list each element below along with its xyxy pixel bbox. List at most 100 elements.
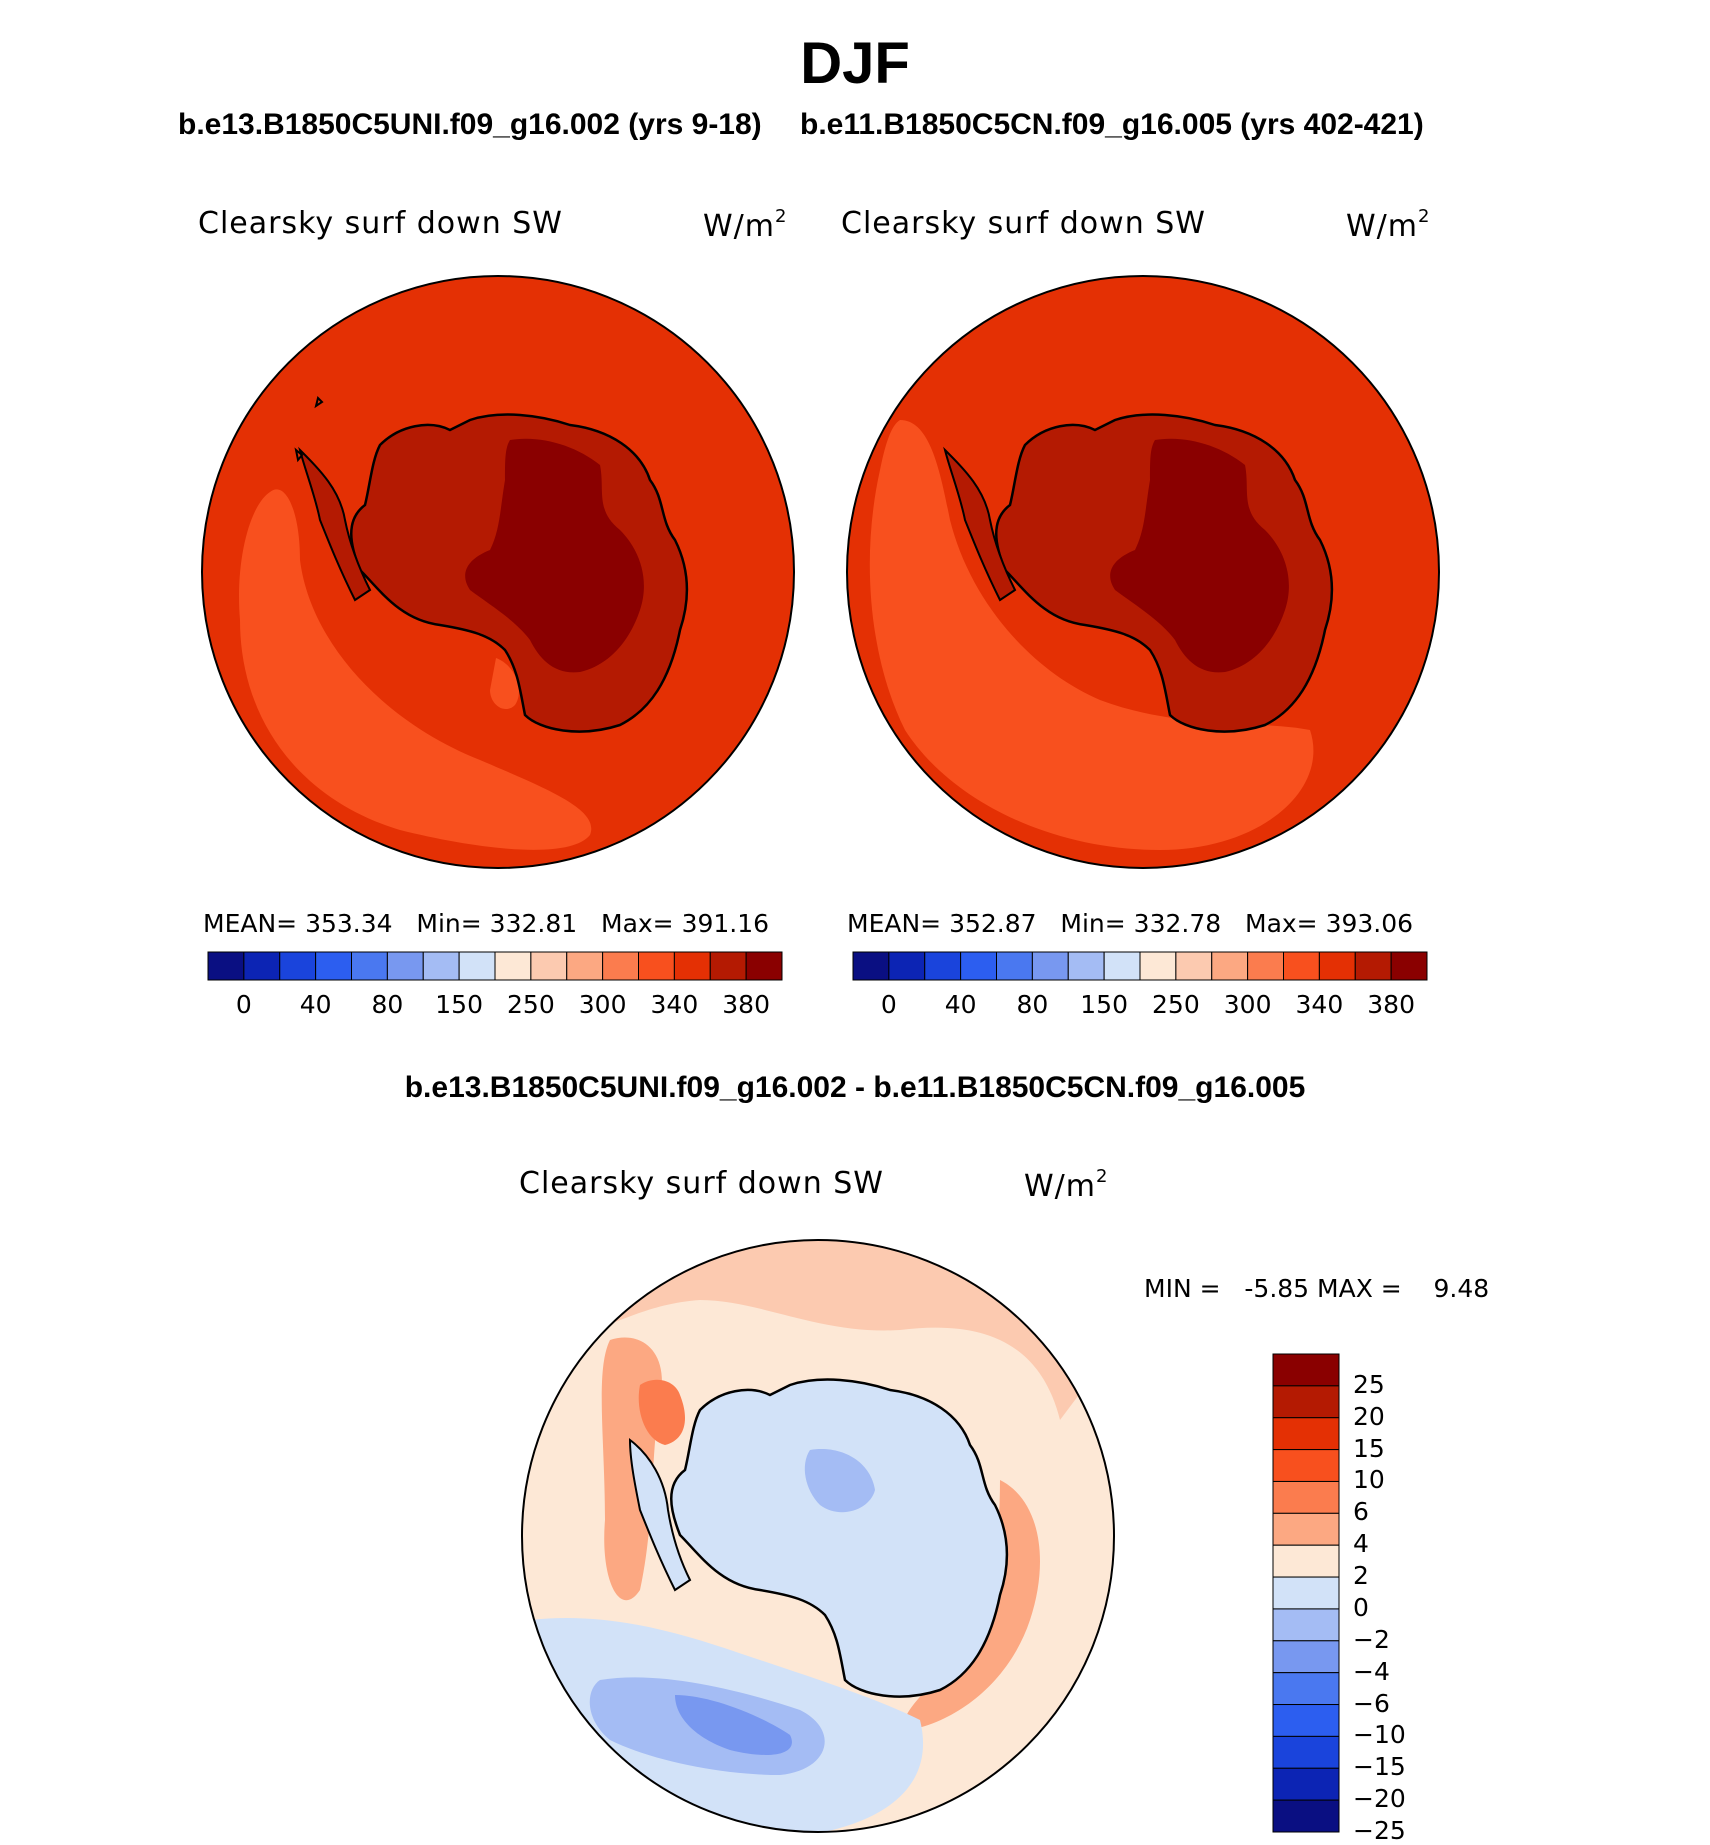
diff-colorbar-swatch bbox=[1272, 1767, 1340, 1801]
diff-colorbar-tick-label: 0 bbox=[1353, 1592, 1369, 1622]
diff-minmax: MIN = -5.85 MAX = 9.48 bbox=[1144, 1274, 1489, 1303]
diff-max-label: MAX = bbox=[1317, 1274, 1402, 1303]
panel-1-colorbar-swatch bbox=[673, 951, 711, 981]
panel-1-colorbar-tick-label: 340 bbox=[650, 990, 699, 1019]
panel-1-units-base: W/m bbox=[703, 209, 775, 244]
diff-colorbar-swatch bbox=[1272, 1735, 1340, 1769]
panel-1-colorbar-swatch bbox=[243, 951, 281, 981]
diff-colorbar-tick-label: 25 bbox=[1353, 1369, 1385, 1399]
panel-1-variable-label: Clearsky surf down SW bbox=[198, 206, 563, 241]
panel-1-colorbar-tick-label: 0 bbox=[235, 990, 252, 1019]
diff-colorbar-tick-label: 15 bbox=[1353, 1433, 1385, 1463]
panel-2-stats: MEAN= 352.87 Min= 332.78 Max= 393.06 bbox=[847, 909, 1413, 938]
diff-hotspot bbox=[638, 1379, 685, 1445]
panel-1-colorbar bbox=[207, 951, 783, 981]
diff-colorbar-tick-label: 2 bbox=[1353, 1561, 1369, 1591]
panel-1-map bbox=[202, 276, 794, 868]
panel-2-colorbar-tick-label: 80 bbox=[1016, 990, 1049, 1019]
panel-2-colorbar-swatch bbox=[1283, 951, 1320, 981]
panel-1-colorbar-tick-label: 300 bbox=[578, 990, 627, 1019]
diff-colorbar-swatch bbox=[1272, 1417, 1340, 1451]
panel-1-peninsula bbox=[298, 446, 372, 602]
diff-colorbar-tick-label: −2 bbox=[1353, 1624, 1390, 1654]
panel-1-colorbar-tick-label: 80 bbox=[371, 990, 404, 1019]
diff-colorbar bbox=[1272, 1353, 1340, 1833]
panel-1-plateau bbox=[465, 438, 644, 673]
panel-2-colorbar-swatch bbox=[1139, 951, 1177, 981]
diff-colorbar-swatch bbox=[1272, 1576, 1340, 1610]
panel-1-colorbar-swatch bbox=[745, 951, 783, 981]
panel-1-stats: MEAN= 353.34 Min= 332.81 Max= 391.16 bbox=[203, 909, 769, 938]
panel-1-colorbar-swatch bbox=[279, 951, 317, 981]
diff-title: b.e13.B1850C5UNI.f09_g16.002 - b.e11.B18… bbox=[404, 1071, 1306, 1104]
panel-2-colorbar-tick-label: 0 bbox=[880, 990, 897, 1019]
diff-units-base: W/m bbox=[1024, 1169, 1096, 1204]
panel-1-colorbar-tick-label: 40 bbox=[299, 990, 332, 1019]
panel-2-colorbar-swatch bbox=[1390, 951, 1428, 981]
panel-1-colorbar-tick-label: 250 bbox=[507, 990, 555, 1019]
panel-2-min-label: Min= bbox=[1060, 909, 1126, 938]
panel-1-units: W/m2 bbox=[703, 206, 787, 244]
panel-1-max: 391.16 bbox=[681, 909, 770, 938]
panel-2-band-light bbox=[869, 420, 1314, 850]
panel-2-colorbar-swatch bbox=[960, 951, 997, 981]
panel-1-colorbar-swatch bbox=[494, 951, 532, 981]
panel-2-max-label: Max= bbox=[1245, 909, 1318, 938]
panel-1-min: 332.81 bbox=[489, 909, 578, 938]
panel-1-mean-label: MEAN= bbox=[203, 909, 298, 938]
diff-band-north bbox=[545, 1240, 1093, 1420]
panel-2-colorbar-swatch bbox=[1318, 951, 1356, 981]
diff-colorbar-tick-label: 4 bbox=[1353, 1529, 1369, 1559]
panel-2-colorbar-swatch bbox=[996, 951, 1033, 981]
panel-2-colorbar-swatch bbox=[1354, 951, 1392, 981]
diff-colorbar-swatch bbox=[1272, 1385, 1340, 1419]
panel-2-colorbar-swatch bbox=[1067, 951, 1105, 981]
diff-max: 9.48 bbox=[1433, 1274, 1490, 1303]
panel-2-border bbox=[846, 275, 1440, 869]
panel-2-units-base: W/m bbox=[1346, 209, 1418, 244]
diff-cool-min bbox=[675, 1695, 792, 1755]
panel-2-colorbar-tick-label: 340 bbox=[1295, 990, 1344, 1019]
panel-1-colorbar-swatch bbox=[422, 951, 460, 981]
panel-2-colorbar bbox=[852, 951, 1428, 981]
panel-2-units-exp: 2 bbox=[1418, 206, 1431, 227]
diff-antarctica bbox=[670, 1378, 1009, 1698]
panel-2-colorbar-swatch bbox=[924, 951, 962, 981]
diff-min: -5.85 bbox=[1244, 1274, 1310, 1303]
diff-min-label: MIN = bbox=[1144, 1274, 1221, 1303]
diff-colorbar-swatch bbox=[1272, 1353, 1340, 1387]
diff-units: W/m2 bbox=[1024, 1166, 1108, 1204]
diff-antarctic-cool bbox=[804, 1449, 875, 1513]
panel-2-colorbar-tick-label: 250 bbox=[1152, 990, 1200, 1019]
panel-2-colorbar-tick-label: 300 bbox=[1223, 990, 1272, 1019]
panel-1-colorbar-swatch bbox=[638, 951, 675, 981]
panel-1-colorbar-swatch bbox=[207, 951, 245, 981]
diff-colorbar-tick-label: −15 bbox=[1353, 1752, 1406, 1782]
panel-2-colorbar-tick-label: 380 bbox=[1367, 990, 1415, 1019]
panel-2-colorbar-swatch bbox=[1247, 951, 1284, 981]
diff-colorbar-tick-label: −25 bbox=[1353, 1816, 1406, 1845]
panel-2-colorbar-tick-label: 40 bbox=[944, 990, 977, 1019]
panel-1-units-exp: 2 bbox=[775, 206, 788, 227]
panel-1-colorbar-swatch bbox=[602, 951, 639, 981]
panel-1-colorbar-swatch bbox=[709, 951, 747, 981]
diff-colorbar-tick-label: −6 bbox=[1353, 1688, 1390, 1718]
panel-1-colorbar-tick-label: 150 bbox=[435, 990, 483, 1019]
diff-colorbar-swatch bbox=[1272, 1512, 1340, 1546]
diff-colorbar-swatch bbox=[1272, 1449, 1340, 1482]
panel-1-patch-light bbox=[490, 658, 519, 710]
panel-2-colorbar-swatch bbox=[1103, 951, 1141, 981]
panel-1-max-label: Max= bbox=[601, 909, 674, 938]
figure-title: DJF bbox=[800, 31, 910, 96]
panel-2-colorbar-swatch bbox=[1175, 951, 1213, 981]
panel-2-min: 332.78 bbox=[1133, 909, 1222, 938]
panel-2-colorbar-swatch bbox=[1031, 951, 1069, 981]
panel-2-colorbar-swatch bbox=[852, 951, 890, 981]
panel-2-max: 393.06 bbox=[1325, 909, 1414, 938]
diff-peninsula bbox=[628, 1437, 692, 1592]
panel-2-colorbar-swatch bbox=[1211, 951, 1249, 981]
panel-1-colorbar-swatch bbox=[530, 951, 568, 981]
diff-colorbar-tick-label: −10 bbox=[1353, 1720, 1406, 1750]
panel-2-map bbox=[847, 276, 1439, 868]
